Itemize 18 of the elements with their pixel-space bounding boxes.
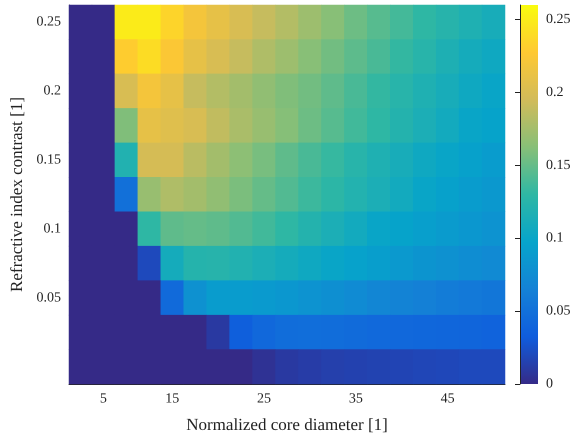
color-bar-label: 0.25 [546,12,570,28]
y-tick-label: 0.25 [36,14,61,30]
y-axis-title: Refractive index contrast [1] [7,97,26,292]
x-tick-label: 35 [348,392,363,406]
color-bar-label: 0.15 [546,158,570,173]
color-bar-label: 0.1 [546,230,564,246]
y-tick-label: 0.2 [44,84,61,99]
x-tick-label: 45 [440,392,455,406]
x-tick-label: 25 [257,392,272,406]
x-tick-label: 5 [100,392,107,406]
y-tick-label: 0.05 [36,290,61,306]
y-tick-label: 0.15 [36,152,61,168]
x-tick-label: 15 [165,392,180,406]
color-bar-label: 0.2 [546,84,564,100]
color-bar-label: 0.05 [546,304,570,319]
color-bar-label: 0 [546,376,553,392]
y-tick-label: 0.1 [44,221,61,236]
x-axis-title: Normalized core diameter [1] [186,415,388,434]
